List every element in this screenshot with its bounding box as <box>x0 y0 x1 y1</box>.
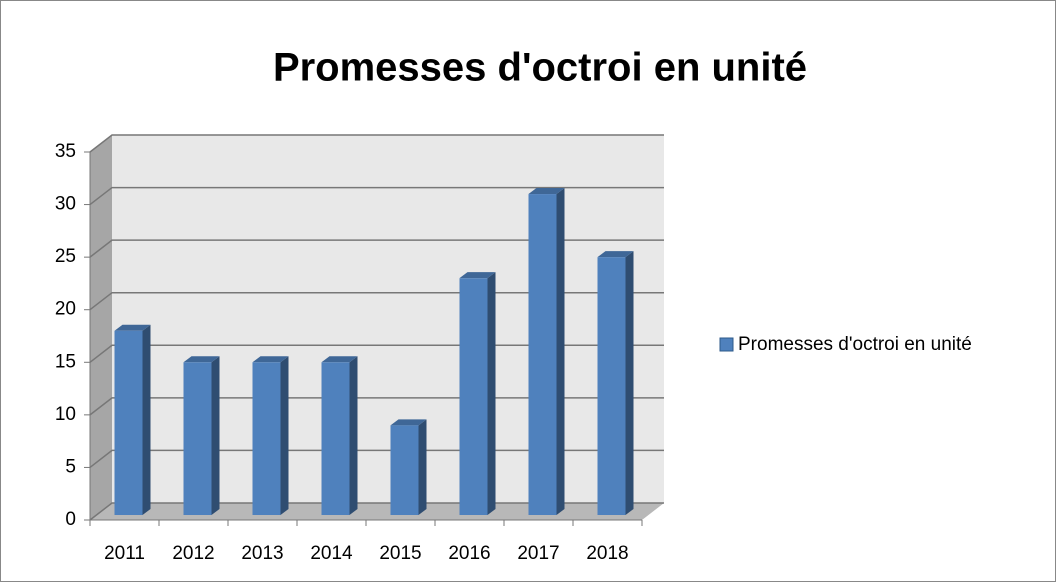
bar-top <box>459 272 496 279</box>
y-tick-label: 15 <box>55 351 76 372</box>
bar-side <box>280 356 289 515</box>
bar <box>183 362 212 515</box>
bar <box>321 362 350 515</box>
bar-side <box>211 356 220 515</box>
bar-side <box>556 188 565 516</box>
bar-top <box>114 324 151 331</box>
bar-side <box>142 324 151 515</box>
legend-swatch <box>719 337 734 352</box>
bar-side <box>418 419 427 515</box>
x-tick-label: 2015 <box>379 543 421 564</box>
bar <box>597 257 626 515</box>
bar <box>528 194 557 516</box>
y-tick-label: 30 <box>55 194 76 215</box>
bar-top <box>597 251 634 258</box>
bar-top <box>390 419 427 426</box>
x-tick-label: 2013 <box>241 543 283 564</box>
x-tick-label: 2014 <box>310 543 353 564</box>
grid-line <box>89 186 664 206</box>
bar <box>390 425 419 515</box>
y-tick-label: 5 <box>65 456 76 477</box>
y-tick-label: 0 <box>65 509 76 530</box>
bar-top <box>321 356 358 363</box>
bar-top <box>528 188 565 195</box>
bar-side <box>625 251 634 515</box>
bar-side <box>487 272 496 515</box>
y-tick-label: 10 <box>55 404 76 425</box>
x-tick-label: 2012 <box>172 543 214 564</box>
grid-line <box>89 239 664 258</box>
chart-title: Promesses d'octroi en unité <box>273 46 807 90</box>
y-tick-label: 20 <box>55 299 76 320</box>
side-wall <box>90 135 112 520</box>
x-tick-label: 2016 <box>448 543 490 564</box>
bar <box>114 330 143 515</box>
y-tick-label: 35 <box>55 141 76 162</box>
bar-top <box>183 356 220 363</box>
legend-label: Promesses d'octroi en unité <box>738 334 972 355</box>
back-wall <box>112 135 664 503</box>
grid-line <box>89 134 664 153</box>
x-tick-label: 2011 <box>104 543 145 564</box>
x-tick-label: 2017 <box>517 543 559 564</box>
bar <box>459 278 488 515</box>
bar <box>252 362 281 515</box>
bar-side <box>349 356 358 515</box>
x-tick-label: 2018 <box>586 543 628 564</box>
bar-top <box>252 356 289 363</box>
floor <box>90 503 664 520</box>
y-tick-label: 25 <box>55 246 76 267</box>
